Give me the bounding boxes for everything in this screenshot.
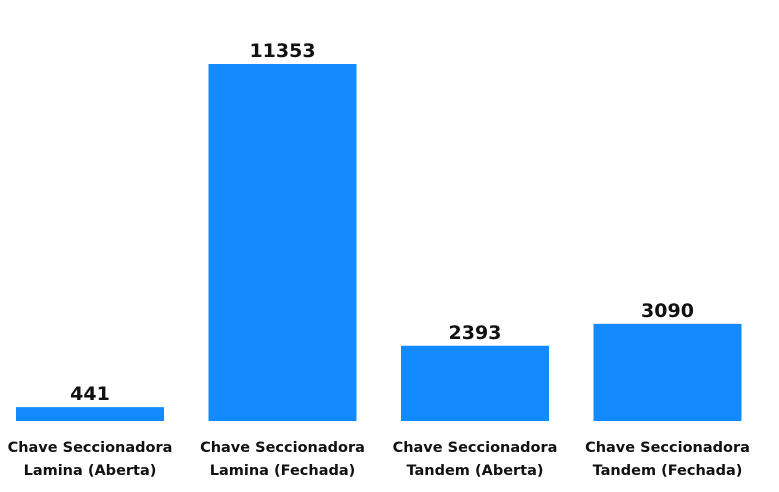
category-label-1-line-1: Lamina (Fechada) bbox=[210, 463, 356, 479]
category-label-3-line-1: Tandem (Fechada) bbox=[593, 463, 743, 479]
value-label-3: 3090 bbox=[641, 300, 694, 322]
category-label-2-line-0: Chave Seccionadora bbox=[393, 440, 558, 456]
category-label-1-line-0: Chave Seccionadora bbox=[200, 440, 365, 456]
category-label-0-line-0: Chave Seccionadora bbox=[8, 440, 173, 456]
value-label-0: 441 bbox=[70, 383, 110, 405]
category-label-0-line-1: Lamina (Aberta) bbox=[24, 463, 157, 479]
category-label-3-line-0: Chave Seccionadora bbox=[585, 440, 750, 456]
bar-0 bbox=[16, 407, 164, 421]
bars-group bbox=[16, 64, 742, 421]
bar-1 bbox=[208, 64, 357, 421]
bar-3 bbox=[593, 323, 742, 421]
value-label-1: 11353 bbox=[249, 40, 315, 62]
value-labels-group: 441 11353 2393 3090 bbox=[70, 40, 694, 405]
category-label-2-line-1: Tandem (Aberta) bbox=[406, 463, 543, 479]
value-label-2: 2393 bbox=[449, 322, 502, 344]
bar-2 bbox=[401, 345, 549, 421]
category-labels-group: Chave Seccionadora Lamina (Aberta) Chave S… bbox=[8, 440, 750, 479]
